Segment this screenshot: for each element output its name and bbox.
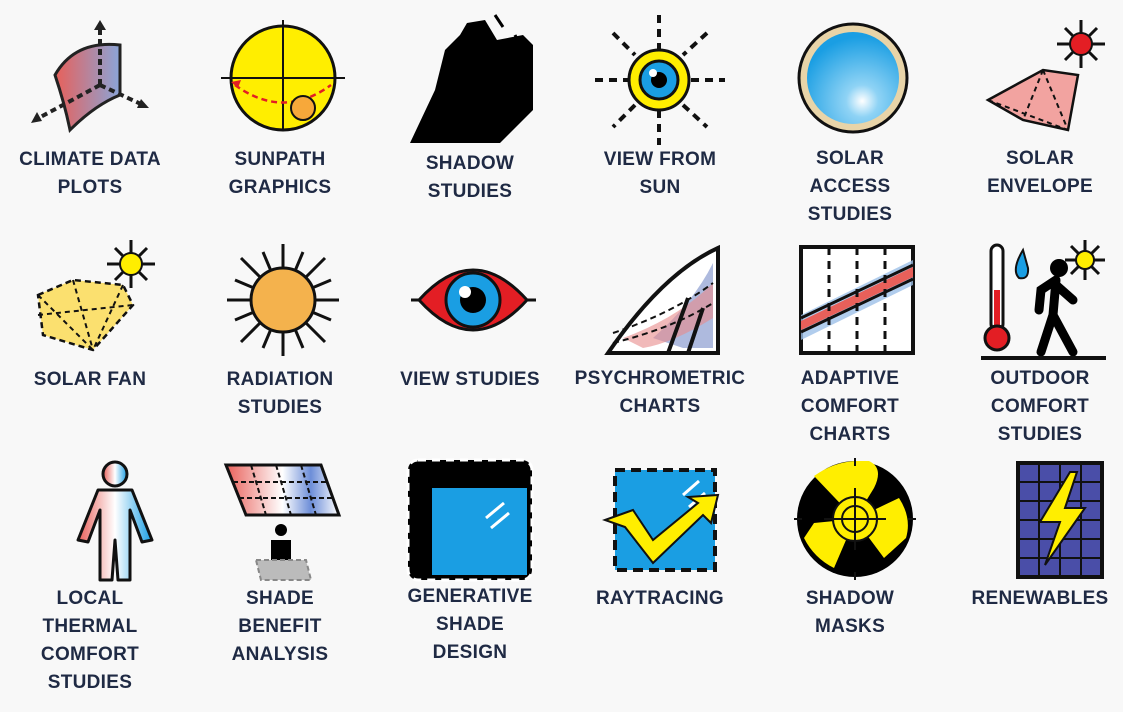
radiating-sun-icon xyxy=(218,240,348,370)
solar-envelope-icon xyxy=(980,20,1110,150)
sunpath-icon xyxy=(218,20,348,150)
tool-label: SOLAR FAN xyxy=(33,369,147,390)
tool-label: SHADOW STUDIES xyxy=(425,153,515,202)
raytrace-icon xyxy=(598,465,728,595)
tool-label: RADIATION STUDIES xyxy=(226,369,334,418)
window-shade-icon xyxy=(405,458,535,588)
tool-label: VIEW STUDIES xyxy=(400,369,540,390)
walking-person-icon xyxy=(978,240,1108,370)
tool-label: SHADE BENEFIT ANALYSIS xyxy=(231,588,329,665)
eye-icon xyxy=(408,255,538,385)
tool-label: GENERATIVE SHADE DESIGN xyxy=(407,586,533,663)
tool-label: SUNPATH GRAPHICS xyxy=(228,149,332,198)
shadow-building-icon xyxy=(405,14,535,145)
shadow-mask-icon xyxy=(790,458,920,588)
tool-label: LOCAL THERMAL COMFORT STUDIES xyxy=(40,588,140,693)
solar-fan-icon xyxy=(30,240,160,370)
tool-label: ADAPTIVE COMFORT CHARTS xyxy=(800,368,900,445)
tool-label: RENEWABLES xyxy=(971,588,1109,609)
climate-data-plot-icon xyxy=(25,20,155,150)
thermal-body-icon xyxy=(50,460,180,590)
psychrometric-chart-icon xyxy=(598,243,728,373)
shade-canopy-icon xyxy=(218,460,348,590)
tool-label: SOLAR ENVELOPE xyxy=(987,148,1093,197)
sky-dome-icon xyxy=(790,20,920,150)
tool-label: SHADOW MASKS xyxy=(805,588,895,637)
tool-label: RAYTRACING xyxy=(596,588,724,609)
tool-label: SOLAR ACCESS STUDIES xyxy=(807,148,893,225)
adaptive-chart-icon xyxy=(792,245,922,375)
solar-panel-bolt-icon xyxy=(995,460,1123,590)
tool-label: VIEW FROM SUN xyxy=(603,149,717,198)
tool-label: PSYCHROMETRIC CHARTS xyxy=(574,368,746,417)
tool-label: OUTDOOR COMFORT STUDIES xyxy=(990,368,1090,445)
tool-label: CLIMATE DATA PLOTS xyxy=(19,149,161,198)
sun-eye-icon xyxy=(595,15,725,145)
